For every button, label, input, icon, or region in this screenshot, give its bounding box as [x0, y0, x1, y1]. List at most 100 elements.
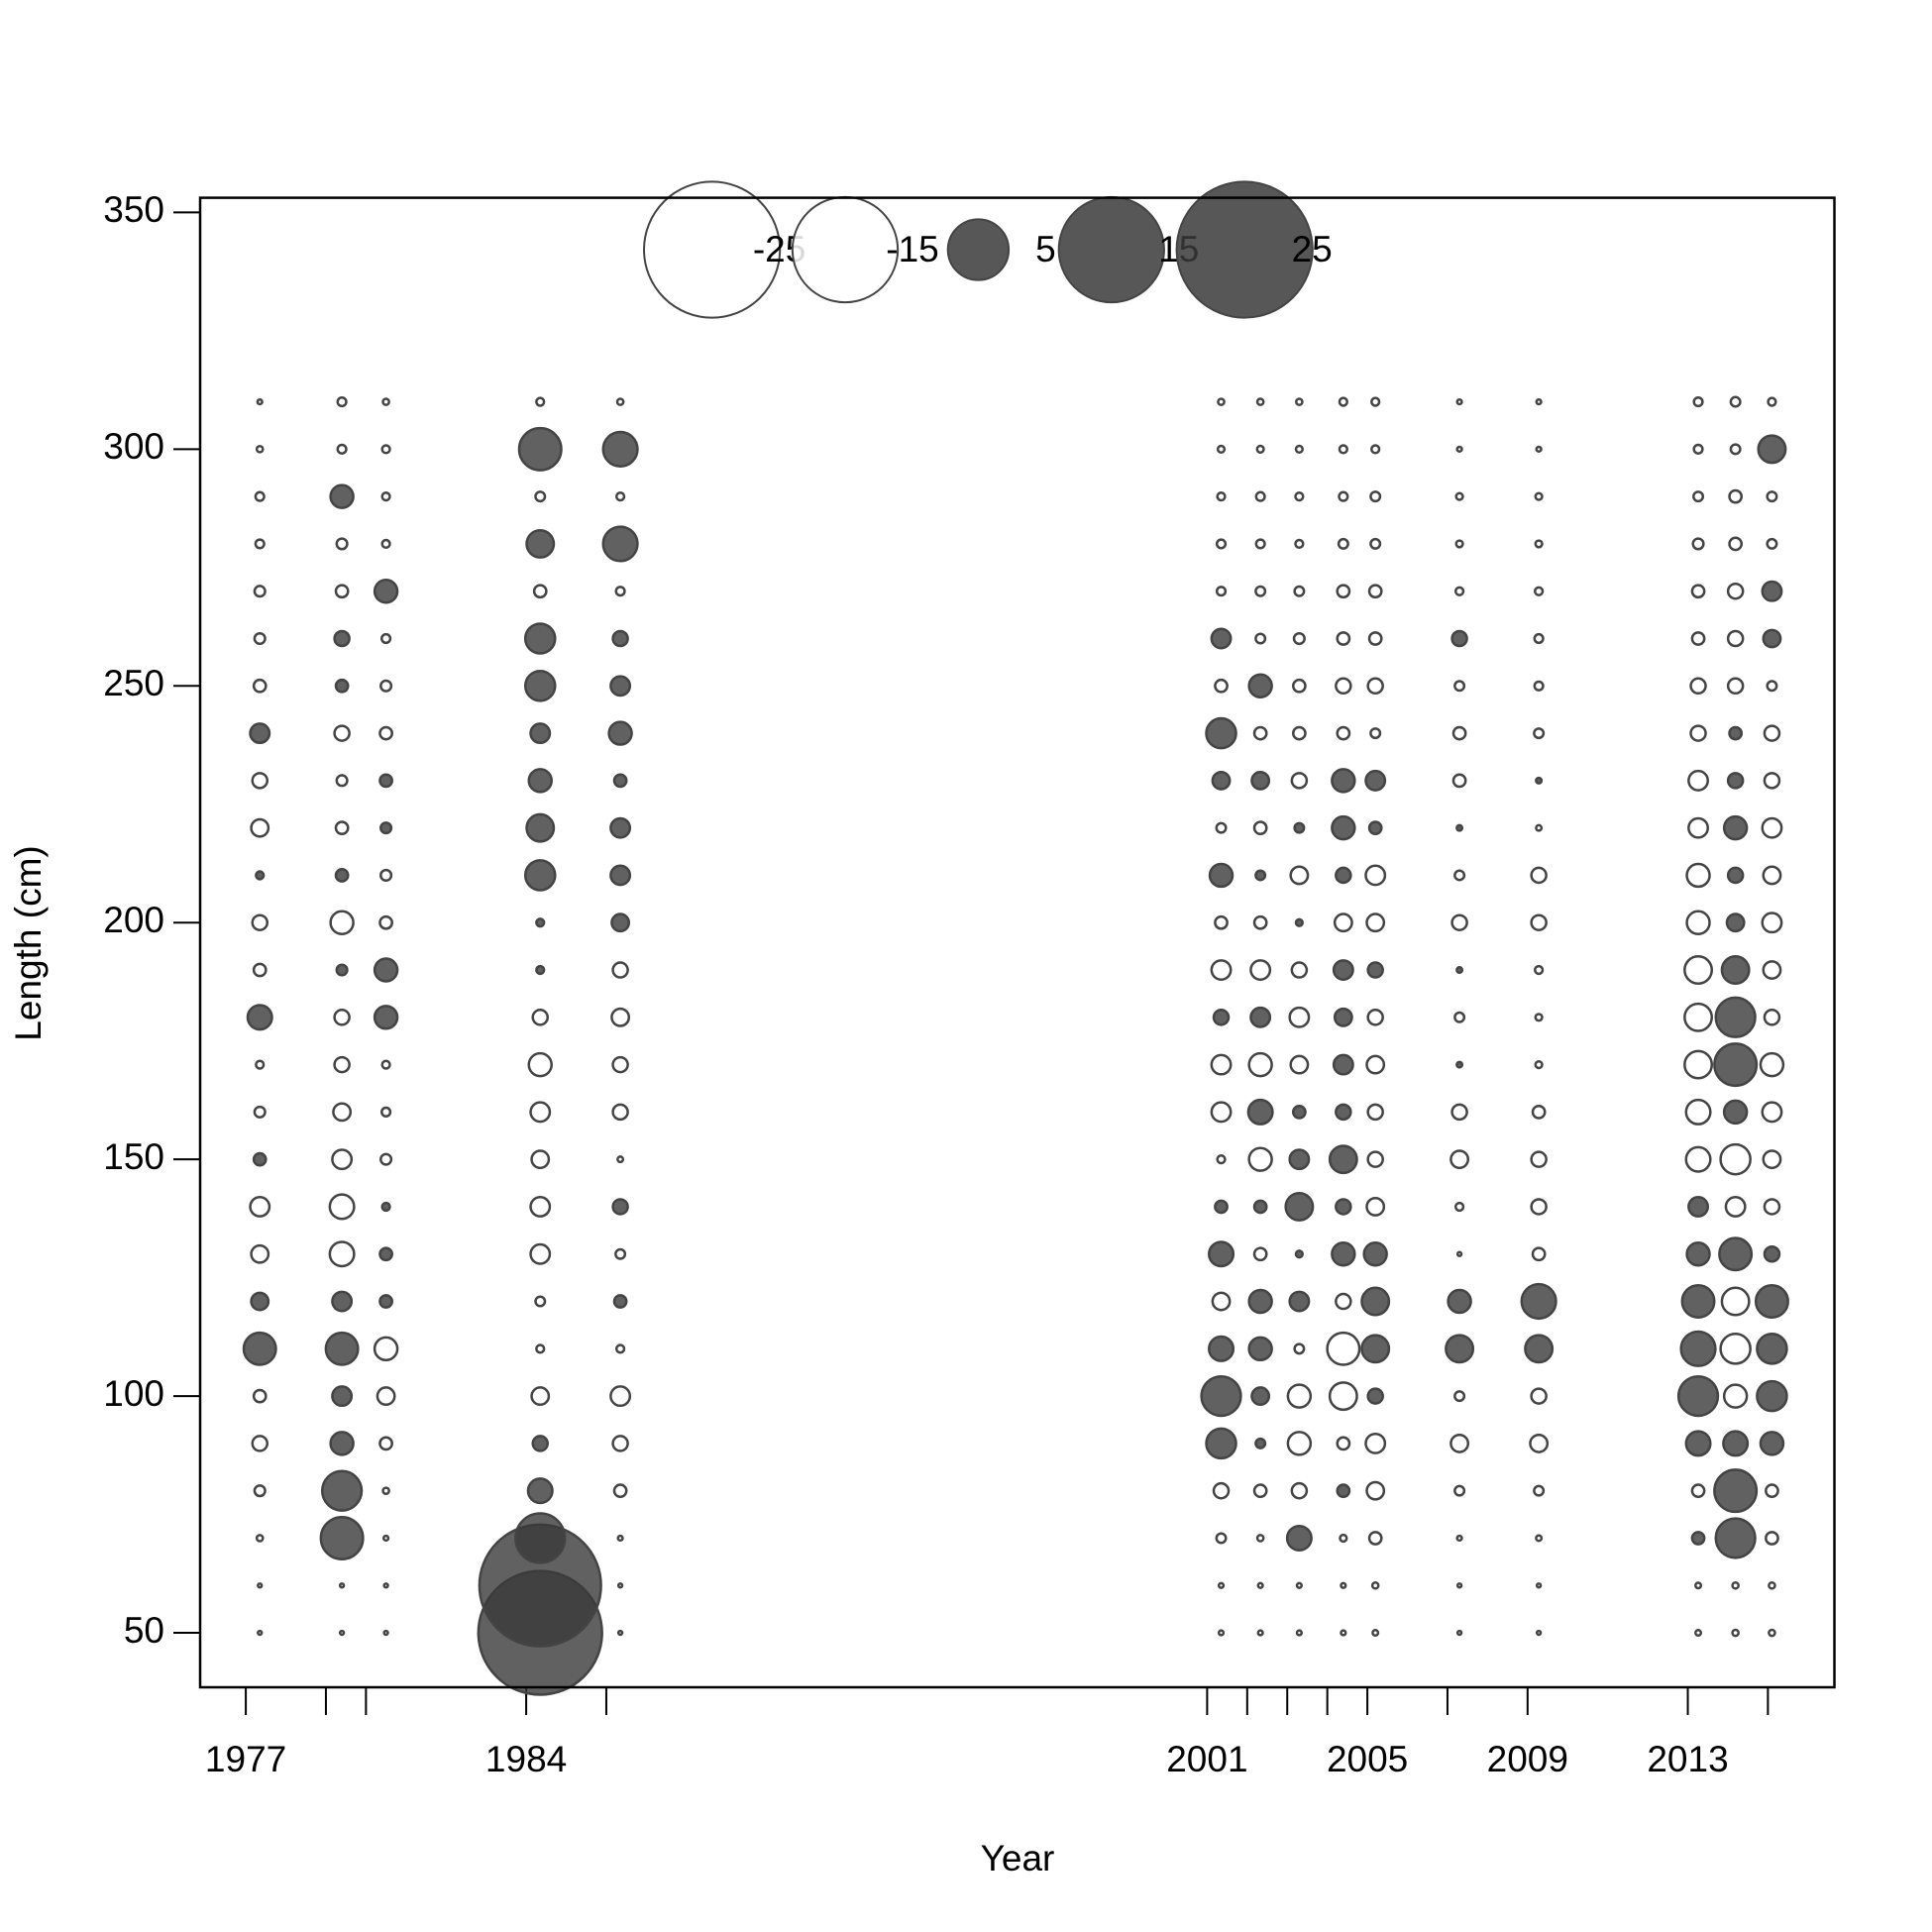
bubble	[1254, 538, 1266, 550]
bubble	[252, 1151, 268, 1167]
bubble	[1451, 725, 1467, 741]
bubble	[1690, 1483, 1706, 1499]
bubble	[1762, 865, 1782, 886]
bubble	[1340, 1581, 1347, 1589]
bubble	[535, 964, 546, 976]
bubble	[529, 1101, 552, 1124]
bubble	[612, 1294, 628, 1309]
bubble	[1293, 1342, 1306, 1355]
bubble	[1366, 1150, 1384, 1168]
bubble	[1284, 1191, 1315, 1222]
bubble	[523, 670, 557, 702]
bubble	[1252, 914, 1268, 930]
y-tick-label: 50	[124, 1610, 164, 1651]
bubble	[1212, 1009, 1231, 1026]
bubble	[255, 1534, 265, 1543]
bubble	[1360, 1334, 1391, 1364]
bubble	[616, 1629, 624, 1637]
bubble	[1454, 539, 1464, 549]
bubble	[1367, 584, 1383, 599]
x-axis-label: Year	[981, 1838, 1055, 1878]
bubble	[1533, 680, 1545, 692]
bubble	[1759, 1431, 1785, 1456]
bubble	[1208, 1335, 1235, 1362]
bubble	[1288, 1006, 1311, 1028]
bubble	[1335, 1198, 1352, 1216]
bubble	[1450, 629, 1468, 648]
bubble	[1762, 1149, 1782, 1170]
bubble	[331, 1148, 354, 1171]
bubble	[1765, 1531, 1779, 1546]
bubble	[324, 1331, 360, 1366]
bubble	[1289, 865, 1310, 886]
bubble	[1759, 1051, 1785, 1078]
bubble	[1255, 397, 1265, 406]
bubble	[526, 1477, 554, 1505]
bubble	[611, 1103, 629, 1122]
bubble	[334, 678, 350, 694]
bubble	[1534, 1013, 1544, 1022]
bubble	[332, 1102, 353, 1123]
bubble	[610, 1007, 631, 1027]
bubble	[1529, 1433, 1550, 1453]
bubble	[319, 1515, 365, 1560]
bubble	[611, 629, 629, 648]
bubble	[1254, 632, 1267, 645]
bubble	[1455, 1060, 1464, 1069]
bubble	[1295, 397, 1304, 406]
bubble	[252, 962, 268, 978]
bubble	[373, 1005, 399, 1030]
bubble	[1295, 1581, 1303, 1589]
bubble	[1326, 1331, 1361, 1366]
bubble	[256, 397, 264, 406]
bubble	[1294, 444, 1304, 454]
bubble	[1365, 1054, 1386, 1075]
bubble	[334, 584, 350, 599]
bubble	[1534, 539, 1544, 549]
bubble	[336, 395, 348, 408]
bubble	[616, 1534, 624, 1543]
bubble	[1768, 1628, 1776, 1638]
bubble	[1293, 821, 1306, 834]
bubble	[381, 1534, 390, 1543]
bubble	[1722, 814, 1749, 841]
bubble	[1369, 490, 1382, 503]
bubble	[1338, 396, 1348, 407]
bubble	[1210, 959, 1233, 981]
bubble	[1683, 955, 1714, 985]
bubble	[252, 678, 268, 694]
bubble	[257, 1629, 264, 1637]
bubble	[251, 913, 269, 931]
bubble	[525, 812, 556, 843]
bubble	[1726, 582, 1745, 600]
bubble	[250, 1291, 270, 1312]
bubble	[1366, 677, 1384, 696]
bubble	[1367, 820, 1383, 836]
bubble	[1719, 1142, 1752, 1176]
bubble	[382, 1582, 389, 1589]
bubble	[1766, 537, 1778, 550]
bubble	[250, 817, 270, 838]
bubble	[379, 679, 393, 693]
bubble	[1331, 1241, 1356, 1267]
bubble	[1761, 1101, 1783, 1124]
x-tick-label: 2009	[1487, 1739, 1568, 1779]
bubble	[601, 525, 639, 563]
bubble	[1215, 586, 1228, 597]
bubble	[610, 912, 631, 933]
bubble	[1217, 397, 1226, 406]
bubble	[1728, 725, 1744, 741]
legend-label: 25	[1292, 229, 1333, 269]
bubble	[1331, 768, 1356, 794]
bubble	[1453, 1011, 1466, 1023]
legend-label: 5	[1035, 229, 1056, 269]
bubble	[614, 586, 626, 597]
bubble	[1336, 725, 1351, 741]
bubble	[1455, 823, 1464, 832]
bubble	[1364, 864, 1387, 887]
bubble	[1211, 1291, 1232, 1312]
bubble	[529, 1242, 552, 1265]
bubble	[255, 445, 265, 454]
bubble	[1453, 869, 1466, 882]
bubble	[1719, 1333, 1752, 1365]
